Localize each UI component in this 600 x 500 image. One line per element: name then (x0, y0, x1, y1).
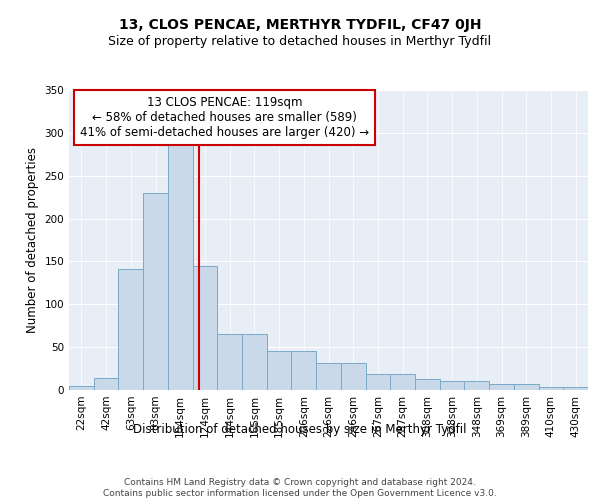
Bar (193, 266, 217, 390)
Bar (292, 350, 316, 390)
Bar (94, 378, 118, 390)
Bar (390, 374, 415, 390)
Text: Contains HM Land Registry data © Crown copyright and database right 2024.
Contai: Contains HM Land Registry data © Crown c… (103, 478, 497, 498)
Bar (143, 193, 168, 390)
Y-axis label: Number of detached properties: Number of detached properties (26, 147, 39, 333)
Bar (489, 384, 514, 390)
Bar (267, 350, 292, 390)
Text: 13 CLOS PENCAE: 119sqm
← 58% of detached houses are smaller (589)
41% of semi-de: 13 CLOS PENCAE: 119sqm ← 58% of detached… (80, 96, 369, 139)
Bar (242, 334, 267, 390)
Bar (440, 380, 464, 390)
Bar (217, 334, 242, 390)
Bar (69, 386, 94, 390)
Bar (118, 269, 143, 390)
Bar (563, 388, 588, 390)
Text: Size of property relative to detached houses in Merthyr Tydfil: Size of property relative to detached ho… (109, 35, 491, 48)
Bar (365, 374, 390, 390)
Bar (316, 362, 341, 390)
Bar (415, 379, 440, 390)
Bar (341, 362, 365, 390)
Bar (514, 384, 539, 390)
Text: Distribution of detached houses by size in Merthyr Tydfil: Distribution of detached houses by size … (133, 422, 467, 436)
Bar (464, 380, 489, 390)
Bar (539, 386, 563, 390)
Text: 13, CLOS PENCAE, MERTHYR TYDFIL, CF47 0JH: 13, CLOS PENCAE, MERTHYR TYDFIL, CF47 0J… (119, 18, 481, 32)
Bar (168, 142, 193, 390)
